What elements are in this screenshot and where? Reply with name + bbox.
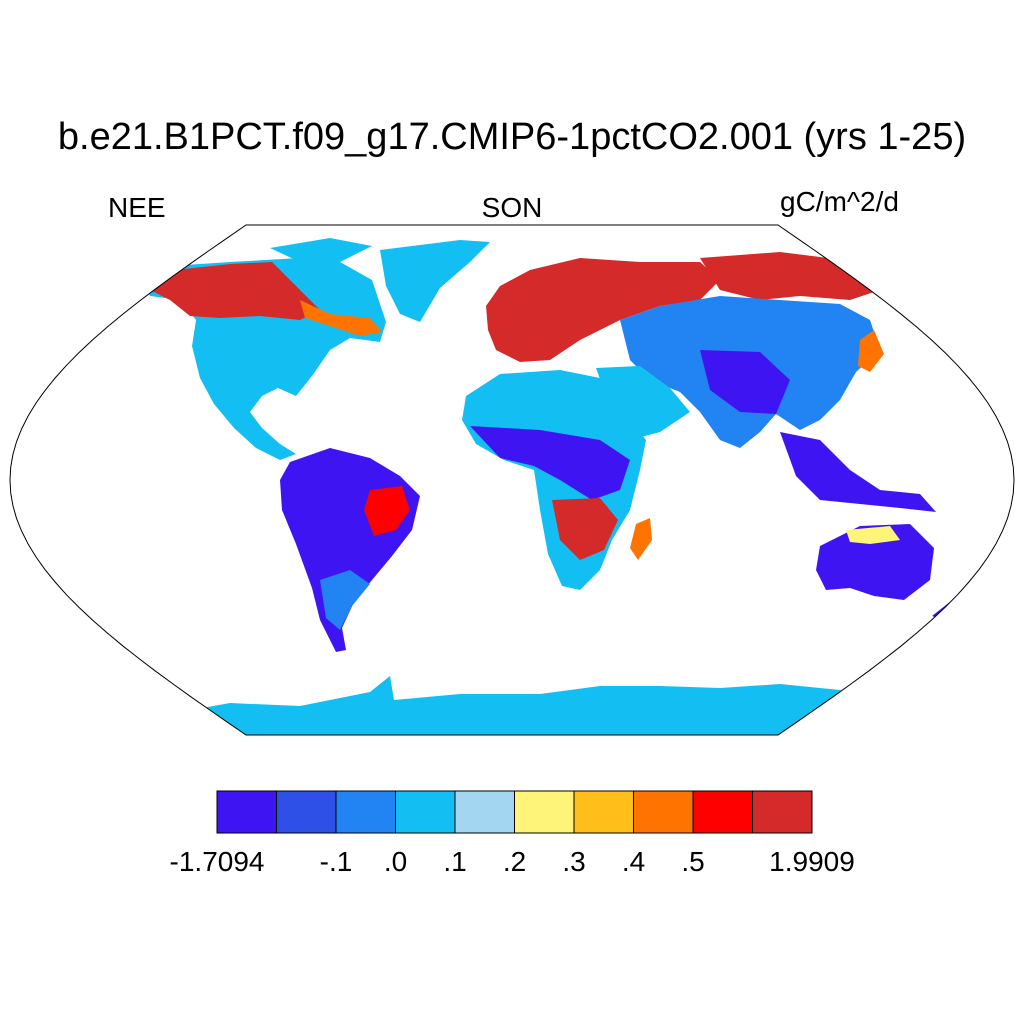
colorbar-tick-label: .3 <box>562 846 586 877</box>
colorbar-box <box>216 790 277 834</box>
southern-africa <box>552 498 618 560</box>
units-label: gC/m^2/d <box>780 186 899 217</box>
north-america-north <box>150 262 320 320</box>
variable-label: NEE <box>108 192 166 223</box>
colorbar-tick-label: .4 <box>621 846 646 877</box>
colorbar-tick-label: 1.9909 <box>769 846 855 877</box>
greenland <box>380 240 490 322</box>
colorbar-box <box>335 790 396 834</box>
colorbar-box <box>692 790 753 834</box>
colorbar-tick-label: -.1 <box>319 846 353 877</box>
japan <box>858 330 884 372</box>
canada-east <box>300 300 382 336</box>
australia <box>816 524 934 600</box>
colorbar-box <box>276 790 337 834</box>
central-africa <box>470 426 630 500</box>
land-layer <box>140 238 972 735</box>
season-label: SON <box>481 192 543 223</box>
colorbar-box <box>454 790 515 834</box>
colorbar-box <box>573 790 634 834</box>
colorbar-box <box>752 790 813 834</box>
arctic-islands <box>270 238 372 262</box>
colorbar-tick-label: .1 <box>443 846 467 877</box>
map-outline <box>9 224 1015 736</box>
colorbar-tick-label: .5 <box>681 846 705 877</box>
colorbar-box <box>395 790 456 834</box>
colorbar-tick-label: .0 <box>383 846 408 877</box>
colorbar-tick-label: .2 <box>502 846 527 877</box>
plot-title: b.e21.B1PCT.f09_g17.CMIP6-1pctCO2.001 (y… <box>57 116 967 158</box>
south-america-east <box>364 486 410 536</box>
colorbar-box <box>514 790 575 834</box>
antarctica <box>180 676 870 735</box>
madagascar <box>630 518 652 560</box>
colorbar-box <box>633 790 694 834</box>
southeast-asia <box>780 432 936 512</box>
asia-south <box>700 350 790 414</box>
australia-north <box>846 526 900 544</box>
colorbar-tick-label: -1.7094 <box>169 846 265 877</box>
europe <box>486 258 720 362</box>
south-america-south <box>320 570 370 630</box>
